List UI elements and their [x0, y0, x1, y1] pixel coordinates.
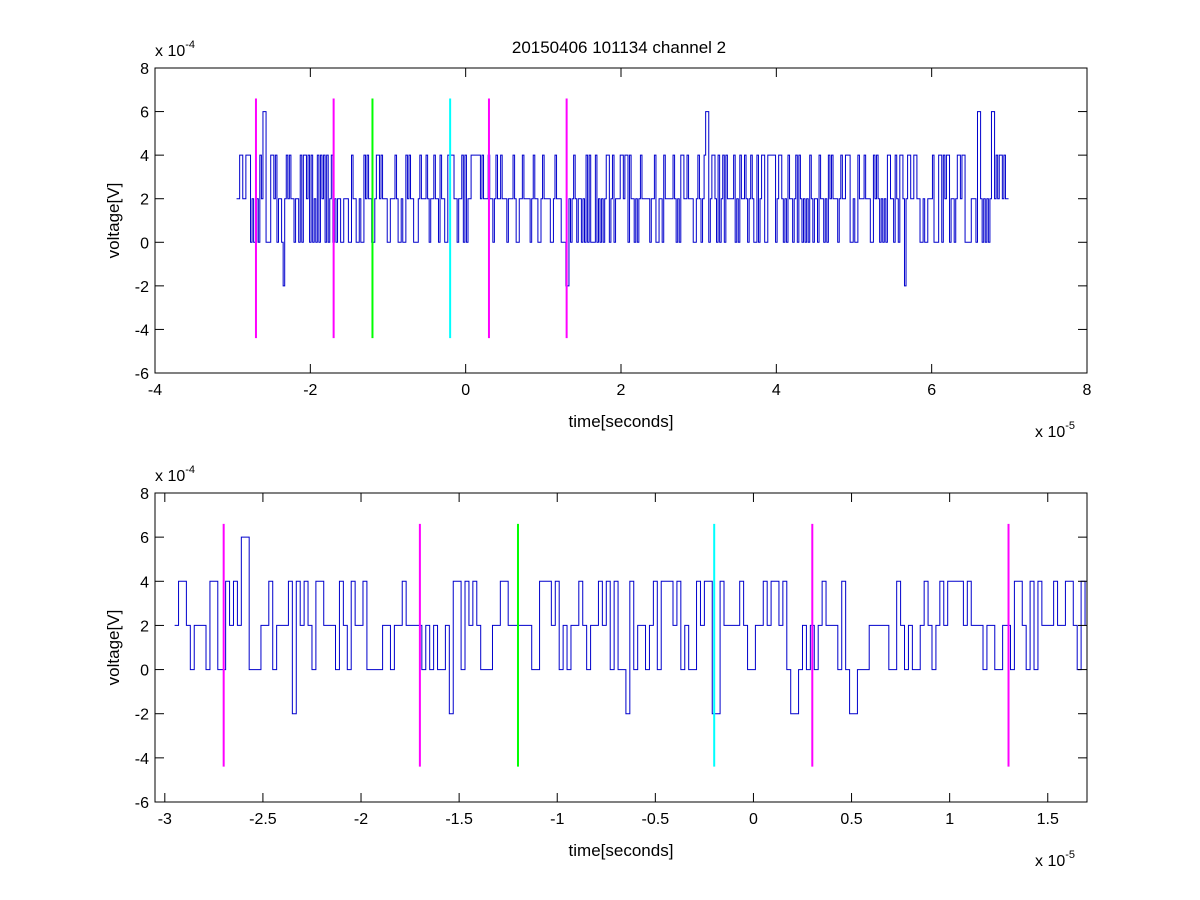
x-tick-label: -2	[303, 382, 317, 399]
x-tick-label: 2	[617, 382, 626, 399]
x-tick-label: 1	[945, 811, 954, 828]
y-tick-label: -4	[135, 322, 149, 339]
y-tick-label: 6	[140, 530, 149, 547]
x-tick-label: 8	[1083, 382, 1092, 399]
x-tick-label: -2	[354, 811, 368, 828]
x-tick-label: 6	[927, 382, 936, 399]
x-tick-label: -0.5	[642, 811, 670, 828]
x-exponent-label: x 10-5	[1035, 420, 1075, 441]
axes-box	[154, 67, 1088, 374]
y-tick-label: 0	[140, 235, 149, 252]
x-tick-label: -1.5	[445, 811, 473, 828]
top-plot: -4 -2 0 2 4 6 8-6-4-202468time[seconds]voltage…	[104, 39, 1092, 441]
x-tick-label: -4	[148, 382, 162, 399]
x-exponent-label: x 10-5	[1035, 849, 1075, 870]
y-tick-label: 4	[140, 148, 149, 165]
x-tick-label: 0	[749, 811, 758, 828]
y-tick-label: 6	[140, 105, 149, 122]
x-tick-label: -3	[158, 811, 172, 828]
y-tick-label: 8	[140, 486, 149, 503]
y-tick-label: 2	[140, 192, 149, 209]
x-axis-label: time[seconds]	[569, 412, 674, 431]
y-exponent-label: x 10-4	[155, 39, 195, 60]
x-tick-label: -2.5	[249, 811, 277, 828]
y-tick-label: -6	[135, 795, 149, 812]
y-tick-label: 4	[140, 574, 149, 591]
signal-trace	[174, 536, 1086, 715]
y-tick-label: -2	[135, 707, 149, 724]
x-tick-label: 1.5	[1037, 811, 1059, 828]
x-tick-label: -1	[550, 811, 564, 828]
y-tick-label: 0	[140, 663, 149, 680]
figure-title: 20150406 101134 channel 2	[512, 38, 726, 57]
y-tick-label: -2	[135, 279, 149, 296]
signal-trace	[236, 111, 1009, 287]
x-tick-label: 4	[772, 382, 781, 399]
y-axis-label: voltage[V]	[104, 183, 123, 259]
bottom-plot: -3 -2.5 -2 -1.5 -1 -0.5 0 0.5 1 1.5 -6 -4 -2 0 2 4 6 8 tim…	[104, 464, 1088, 870]
x-tick-label: 0.5	[840, 811, 862, 828]
axes-box	[154, 492, 1088, 803]
x-tick-label: 0	[461, 382, 470, 399]
y-tick-label: -4	[135, 751, 149, 768]
y-tick-label: 2	[140, 618, 149, 635]
y-tick-label: -6	[135, 366, 149, 383]
y-exponent-label: x 10-4	[155, 464, 195, 485]
y-axis-label: voltage[V]	[104, 610, 123, 686]
y-tick-label: 8	[140, 61, 149, 78]
x-axis-label: time[seconds]	[569, 841, 674, 860]
